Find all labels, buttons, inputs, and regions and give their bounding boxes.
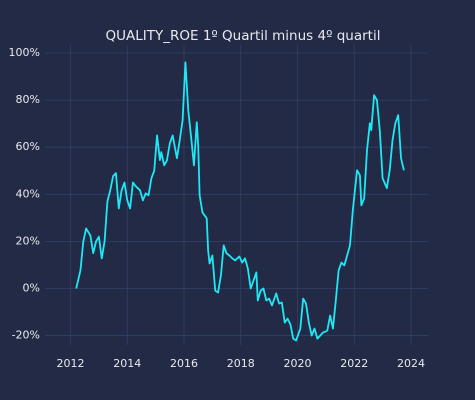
x-tick-label: 2016 xyxy=(170,357,198,370)
y-tick-label: 20% xyxy=(16,234,40,247)
x-tick-label: 2018 xyxy=(227,357,255,370)
data-line xyxy=(75,61,405,342)
y-tick-label: -20% xyxy=(12,329,40,342)
x-tick-label: 2020 xyxy=(283,357,311,370)
x-tick-label: 2014 xyxy=(113,357,141,370)
y-tick-label: 60% xyxy=(16,140,40,153)
chart-title: QUALITY_ROE 1º Quartil minus 4º quartil xyxy=(106,28,381,44)
x-tick-label: 2022 xyxy=(340,357,368,370)
y-tick-label: 40% xyxy=(16,187,40,200)
y-tick-label: 80% xyxy=(16,93,40,106)
x-tick-label: 2012 xyxy=(57,357,85,370)
y-tick-label: 100% xyxy=(9,46,40,59)
x-tick-label: 2024 xyxy=(397,357,425,370)
y-tick-label: 0% xyxy=(23,281,40,294)
